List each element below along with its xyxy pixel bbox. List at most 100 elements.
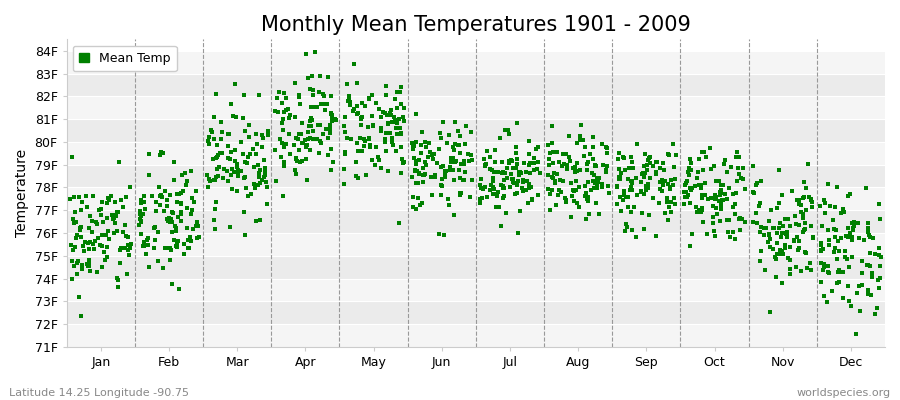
Point xyxy=(814,260,829,266)
Point xyxy=(113,245,128,251)
Point xyxy=(588,162,602,169)
Point xyxy=(843,190,858,197)
Point xyxy=(508,165,523,171)
Point xyxy=(706,163,721,169)
Point xyxy=(796,214,810,221)
Point xyxy=(757,232,771,238)
Point xyxy=(519,169,534,175)
Point xyxy=(229,114,243,120)
Point xyxy=(201,184,215,190)
Point xyxy=(71,294,86,301)
Point xyxy=(522,162,536,168)
Point xyxy=(301,75,315,81)
Point xyxy=(830,184,844,190)
Point xyxy=(397,158,411,165)
Point xyxy=(505,176,519,182)
Point xyxy=(766,246,780,253)
Point xyxy=(502,160,517,167)
Point xyxy=(351,110,365,116)
Point xyxy=(119,233,133,240)
Point xyxy=(83,213,97,219)
Point xyxy=(343,102,357,108)
Point xyxy=(646,163,661,169)
Point xyxy=(713,218,727,224)
Point xyxy=(521,185,535,192)
Point xyxy=(304,123,319,130)
Point xyxy=(361,94,375,101)
Point xyxy=(95,243,110,249)
Point xyxy=(726,228,741,235)
Bar xyxy=(67,119,885,142)
Point xyxy=(369,99,383,106)
Point xyxy=(362,135,376,141)
Point xyxy=(231,170,246,176)
Point xyxy=(758,267,772,273)
Point xyxy=(211,142,225,148)
Point xyxy=(447,118,462,125)
Point xyxy=(409,206,423,212)
Point xyxy=(779,230,794,236)
Point xyxy=(649,171,663,177)
Point xyxy=(356,114,370,120)
Point xyxy=(175,209,189,215)
Point xyxy=(244,190,258,197)
Point xyxy=(165,216,179,222)
Point xyxy=(133,218,148,224)
Point xyxy=(328,116,342,122)
Point xyxy=(751,180,765,186)
Point xyxy=(68,209,82,216)
Point xyxy=(346,106,361,112)
Point xyxy=(433,192,447,198)
Point xyxy=(327,115,341,122)
Point xyxy=(70,270,85,277)
Point xyxy=(783,244,797,250)
Point xyxy=(683,200,698,206)
Point xyxy=(728,236,742,242)
Point xyxy=(541,142,555,148)
Point xyxy=(828,203,842,210)
Point xyxy=(560,166,574,172)
Point xyxy=(783,271,797,277)
Point xyxy=(133,200,148,206)
Point xyxy=(600,150,615,156)
Point xyxy=(379,92,393,98)
Point xyxy=(677,201,691,207)
Point xyxy=(374,128,388,134)
Point xyxy=(430,160,445,166)
Point xyxy=(579,216,593,222)
Point xyxy=(162,245,176,252)
Point xyxy=(863,234,878,240)
Point xyxy=(491,169,506,175)
Point xyxy=(457,177,472,184)
Point xyxy=(64,242,78,248)
Point xyxy=(416,178,430,185)
Point xyxy=(586,178,600,184)
Point xyxy=(509,150,524,156)
Point xyxy=(616,155,631,161)
Point xyxy=(453,192,467,198)
Point xyxy=(653,186,668,192)
Point xyxy=(160,215,175,222)
Point xyxy=(316,91,330,97)
Point xyxy=(757,225,771,231)
Point xyxy=(436,162,451,169)
Point xyxy=(507,180,521,186)
Point xyxy=(408,167,422,173)
Point xyxy=(85,218,99,224)
Point xyxy=(515,185,529,192)
Point xyxy=(683,166,698,173)
Point xyxy=(132,211,147,217)
Point xyxy=(369,144,383,150)
Point xyxy=(580,193,595,200)
Point xyxy=(682,171,697,178)
Point xyxy=(580,196,594,202)
Point xyxy=(678,194,692,200)
Point xyxy=(654,188,669,194)
Point xyxy=(846,219,860,225)
Point xyxy=(296,140,310,146)
Point xyxy=(797,227,812,234)
Point xyxy=(872,245,886,251)
Point xyxy=(317,92,331,99)
Point xyxy=(716,160,731,167)
Point xyxy=(509,182,524,188)
